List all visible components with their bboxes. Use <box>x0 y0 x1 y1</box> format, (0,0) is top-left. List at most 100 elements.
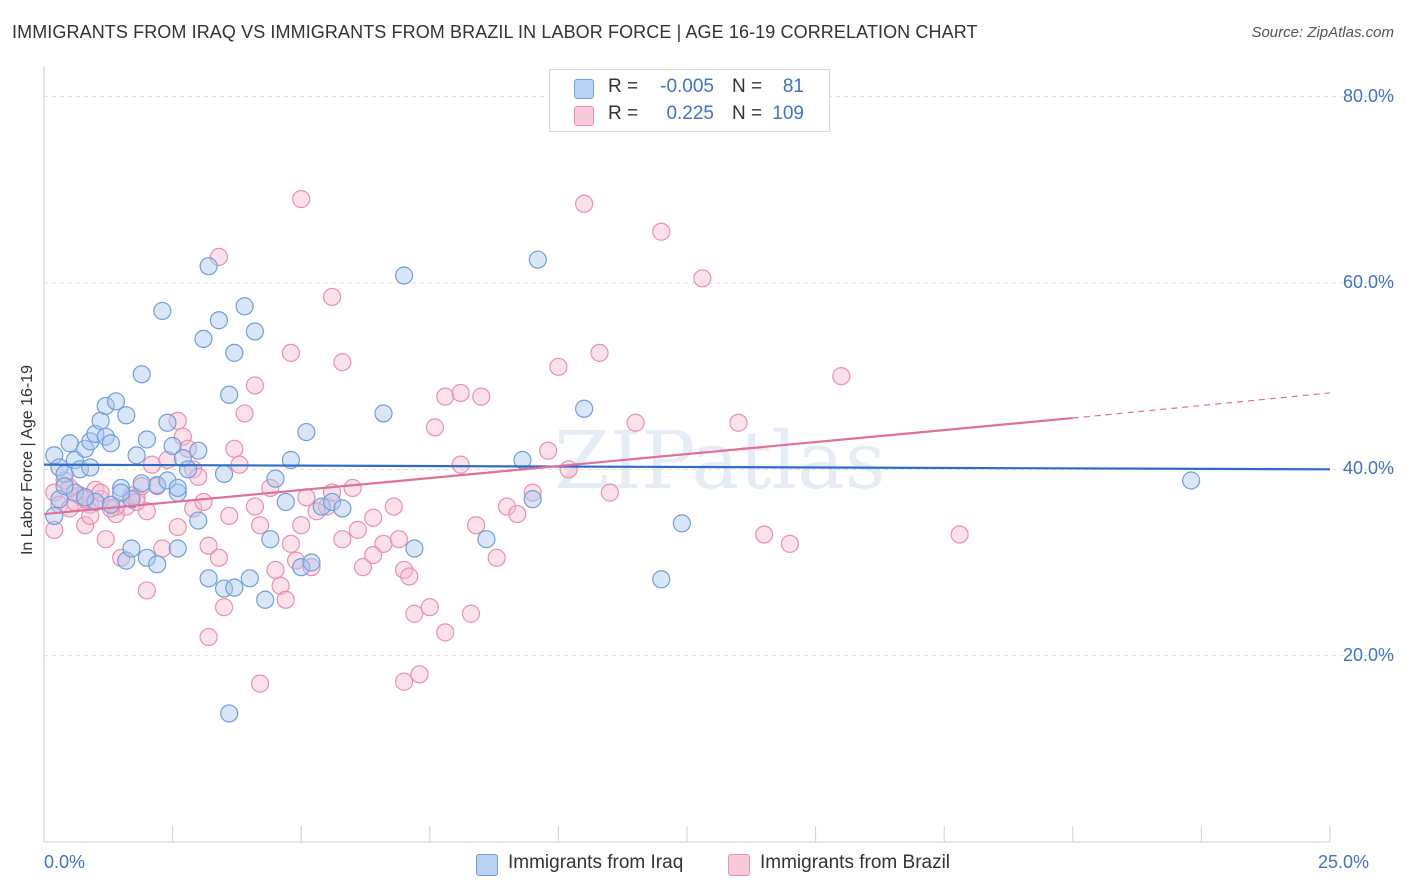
data-point <box>575 399 594 418</box>
data-point <box>451 383 470 403</box>
data-point <box>281 450 301 470</box>
data-point <box>950 525 969 544</box>
data-point <box>322 287 342 307</box>
data-point <box>245 497 265 516</box>
data-point <box>86 492 105 512</box>
data-point <box>600 483 619 502</box>
data-point <box>364 545 383 565</box>
trend-lines <box>43 392 1331 516</box>
data-point <box>364 508 383 527</box>
data-point <box>137 430 156 449</box>
data-point <box>302 553 321 572</box>
data-point <box>497 497 517 516</box>
y-tick-label: 60.0% <box>1342 271 1394 292</box>
data-point <box>528 250 547 269</box>
data-point <box>158 413 177 432</box>
data-point <box>394 672 414 691</box>
data-point <box>353 558 373 577</box>
data-point <box>106 392 126 411</box>
data-point <box>523 490 542 509</box>
data-point <box>189 511 208 530</box>
chart-title: IMMIGRANTS FROM IRAQ VS IMMIGRANTS FROM … <box>12 22 978 42</box>
data-point <box>1182 471 1201 490</box>
data-point <box>559 460 578 479</box>
trend-line-brazil-extension <box>1072 392 1331 419</box>
n-value-brazil: 109 <box>772 103 804 124</box>
data-point <box>405 539 424 558</box>
data-point <box>780 534 799 553</box>
data-point <box>451 455 470 474</box>
data-point <box>91 490 110 509</box>
data-point <box>374 404 393 423</box>
data-point <box>729 413 748 432</box>
data-point <box>225 439 244 458</box>
data-point <box>245 322 265 341</box>
data-point <box>148 476 167 495</box>
data-point <box>225 578 244 597</box>
data-point <box>55 476 74 496</box>
data-point <box>45 506 64 526</box>
source-label: Source: ZipAtlas.com <box>1251 24 1394 41</box>
x-tick-label: 25.0% <box>1318 852 1370 872</box>
data-point <box>539 441 558 460</box>
data-point <box>348 520 367 539</box>
data-point <box>384 497 403 516</box>
legend-row-brazil: R = 0.225 N = 109 <box>550 101 829 127</box>
brazil-legend-swatch-icon <box>728 854 750 876</box>
data-point <box>302 558 321 577</box>
data-point <box>96 530 115 549</box>
data-point <box>276 492 295 512</box>
data-point <box>220 506 239 526</box>
data-point <box>106 504 126 524</box>
data-point <box>122 490 141 509</box>
data-point <box>122 539 141 558</box>
data-point <box>101 434 120 453</box>
data-point <box>693 269 712 288</box>
data-point <box>523 483 542 502</box>
data-point <box>297 422 316 442</box>
data-point <box>137 548 156 567</box>
legend-label-iraq: Immigrants from Iraq <box>508 852 684 873</box>
data-point <box>394 266 414 285</box>
legend-row-iraq: R = -0.005 N = 81 <box>550 74 829 100</box>
data-point <box>405 604 424 623</box>
brazil-points <box>45 190 969 693</box>
data-point <box>132 365 151 384</box>
data-point <box>153 301 172 321</box>
data-point <box>292 516 311 535</box>
data-point <box>281 534 301 553</box>
data-point <box>81 506 100 526</box>
data-point <box>158 471 177 490</box>
data-point <box>189 467 208 486</box>
data-point <box>333 530 352 549</box>
data-point <box>575 194 594 213</box>
data-point <box>292 190 311 209</box>
r-value-brazil: 0.225 <box>666 103 714 124</box>
data-point <box>225 343 244 362</box>
data-point <box>112 478 131 498</box>
r-label: R = <box>608 103 639 124</box>
data-point <box>117 406 136 425</box>
data-point <box>281 343 301 362</box>
axes <box>43 66 1331 843</box>
data-point <box>137 502 156 521</box>
data-point <box>148 555 167 574</box>
data-point <box>312 497 331 516</box>
data-point <box>81 458 100 477</box>
trend-line-brazil <box>43 416 1073 516</box>
data-point <box>343 478 362 498</box>
y-axis-label: In Labor Force | Age 16-19 <box>19 364 36 556</box>
data-point <box>420 598 439 617</box>
y-tick-label: 40.0% <box>1342 458 1394 479</box>
data-point <box>508 504 527 524</box>
brazil-swatch-icon <box>574 106 594 126</box>
data-point <box>199 627 218 647</box>
series-legend: Immigrants from Iraq Immigrants from Bra… <box>0 852 1406 878</box>
data-point <box>652 570 671 589</box>
data-point <box>436 623 455 642</box>
data-point <box>626 413 645 432</box>
y-tick-label: 80.0% <box>1342 85 1394 106</box>
data-point <box>96 396 115 416</box>
r-value-iraq: -0.005 <box>660 76 714 97</box>
